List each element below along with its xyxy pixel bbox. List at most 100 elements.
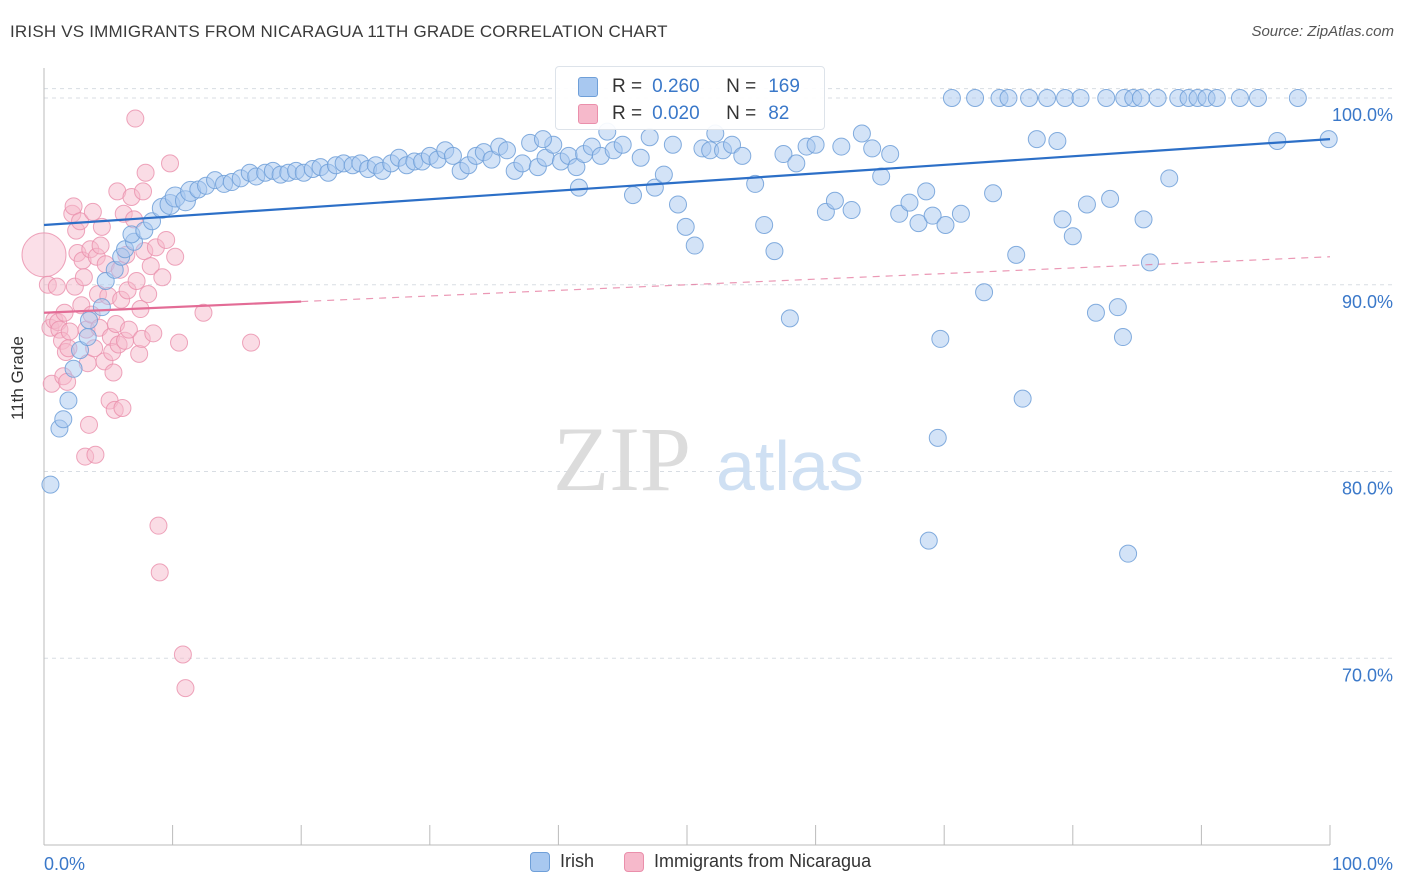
data-point-irish: [663, 135, 682, 154]
data-point-irish: [1207, 89, 1226, 108]
series-nicaragua-points: [21, 109, 261, 698]
data-point-nicaragua: [74, 268, 93, 287]
data-point-irish: [513, 154, 532, 173]
data-point-irish: [1119, 544, 1138, 563]
data-point-irish: [919, 531, 938, 550]
data-point-irish: [54, 410, 73, 429]
data-point-nicaragua: [80, 415, 99, 434]
axes: [43, 68, 1331, 846]
data-point-irish: [1038, 89, 1057, 108]
data-point-nicaragua: [83, 202, 102, 221]
data-point-nicaragua: [134, 182, 153, 201]
data-point-irish: [1013, 389, 1032, 408]
data-point-irish: [999, 89, 1018, 108]
data-point-nicaragua: [104, 363, 123, 382]
data-point-irish: [1268, 131, 1287, 150]
data-point-irish: [909, 214, 928, 233]
data-point-irish: [533, 130, 552, 149]
data-point-irish: [723, 135, 742, 154]
legend-item-nicaragua[interactable]: Immigrants from Nicaragua: [624, 851, 871, 872]
stats-nic-n-label: N =: [726, 103, 757, 124]
data-point-irish: [966, 89, 985, 108]
data-point-irish: [1160, 169, 1179, 188]
data-point-irish: [746, 174, 765, 193]
data-point-irish: [623, 186, 642, 205]
data-point-nicaragua: [136, 163, 155, 182]
data-point-irish: [1007, 245, 1026, 264]
data-point-irish: [1140, 253, 1159, 272]
data-point-irish: [64, 359, 83, 378]
data-point-nicaragua: [127, 272, 146, 291]
legend-label-nicaragua: Immigrants from Nicaragua: [654, 851, 872, 871]
data-point-nicaragua: [139, 285, 158, 304]
data-point-nicaragua: [166, 247, 185, 266]
data-point-nicaragua: [242, 333, 261, 352]
data-point-irish: [863, 139, 882, 158]
data-point-irish: [842, 201, 861, 220]
data-point-irish: [59, 391, 78, 410]
data-point-irish: [676, 217, 695, 236]
data-point-irish: [613, 135, 632, 154]
data-point-irish: [733, 146, 752, 165]
data-point-irish: [1086, 303, 1105, 322]
data-point-nicaragua: [92, 217, 111, 236]
watermark: ZIP atlas: [553, 408, 864, 510]
y-axis-label: 11th Grade: [8, 336, 27, 420]
data-point-irish: [787, 154, 806, 173]
data-point-nicaragua: [149, 516, 168, 535]
legend-label-irish: Irish: [560, 851, 595, 871]
data-point-irish: [1288, 89, 1307, 108]
stats-nic-n-value: 82: [768, 103, 790, 124]
data-point-nicaragua: [47, 277, 66, 296]
data-point-irish: [928, 428, 947, 447]
data-point-irish: [685, 236, 704, 255]
data-point-nicaragua: [130, 344, 149, 363]
data-point-irish: [780, 309, 799, 328]
data-point-irish: [1134, 210, 1153, 229]
data-point-irish: [668, 195, 687, 214]
data-point-irish: [765, 242, 784, 261]
data-point-nicaragua: [113, 399, 132, 418]
stats-irish-r-label: R =: [612, 76, 643, 97]
data-point-irish: [1131, 89, 1150, 108]
data-point-irish: [654, 165, 673, 184]
trend-line-nicaragua-extension: [301, 256, 1331, 303]
data-point-nicaragua: [194, 303, 213, 322]
legend-swatch-irish: [530, 851, 550, 872]
data-point-nicaragua: [153, 268, 172, 287]
data-point-irish: [1063, 227, 1082, 246]
stats-irish-r-value: 0.260: [652, 76, 700, 97]
data-point-nicaragua: [91, 236, 110, 255]
data-point-irish: [1113, 328, 1132, 347]
data-point-nicaragua: [21, 232, 67, 278]
data-point-nicaragua: [64, 197, 83, 216]
watermark-zip: ZIP: [553, 408, 691, 510]
data-point-irish: [1077, 195, 1096, 214]
trend-line-nicaragua: [43, 300, 302, 314]
legend-item-irish[interactable]: Irish: [530, 851, 594, 872]
data-point-irish: [923, 206, 942, 225]
data-point-irish: [1071, 89, 1090, 108]
data-point-irish: [640, 128, 659, 147]
data-point-irish: [1027, 130, 1046, 149]
series-irish-points: [41, 89, 1338, 563]
data-point-irish: [1248, 89, 1267, 108]
tick-labels: 100.0% 90.0% 80.0% 70.0% 0.0% 100.0%: [44, 105, 1393, 874]
x-tick-label: 100.0%: [1332, 854, 1393, 874]
stats-irish-n-value: 169: [768, 76, 800, 97]
data-point-irish: [569, 178, 588, 197]
stats-swatch-irish: [578, 77, 598, 97]
data-point-irish: [1148, 89, 1167, 108]
chart-title: IRISH VS IMMIGRANTS FROM NICARAGUA 11TH …: [10, 22, 668, 41]
data-point-nicaragua: [126, 109, 145, 128]
data-point-nicaragua: [141, 257, 160, 276]
trend-line-irish: [43, 137, 1331, 227]
data-point-irish: [1056, 89, 1075, 108]
data-point-irish: [497, 141, 516, 160]
data-point-irish: [931, 329, 950, 348]
trend-lines: [43, 137, 1331, 314]
y-tick-label: 70.0%: [1342, 665, 1393, 685]
data-point-irish: [900, 193, 919, 212]
data-point-irish: [755, 216, 774, 234]
